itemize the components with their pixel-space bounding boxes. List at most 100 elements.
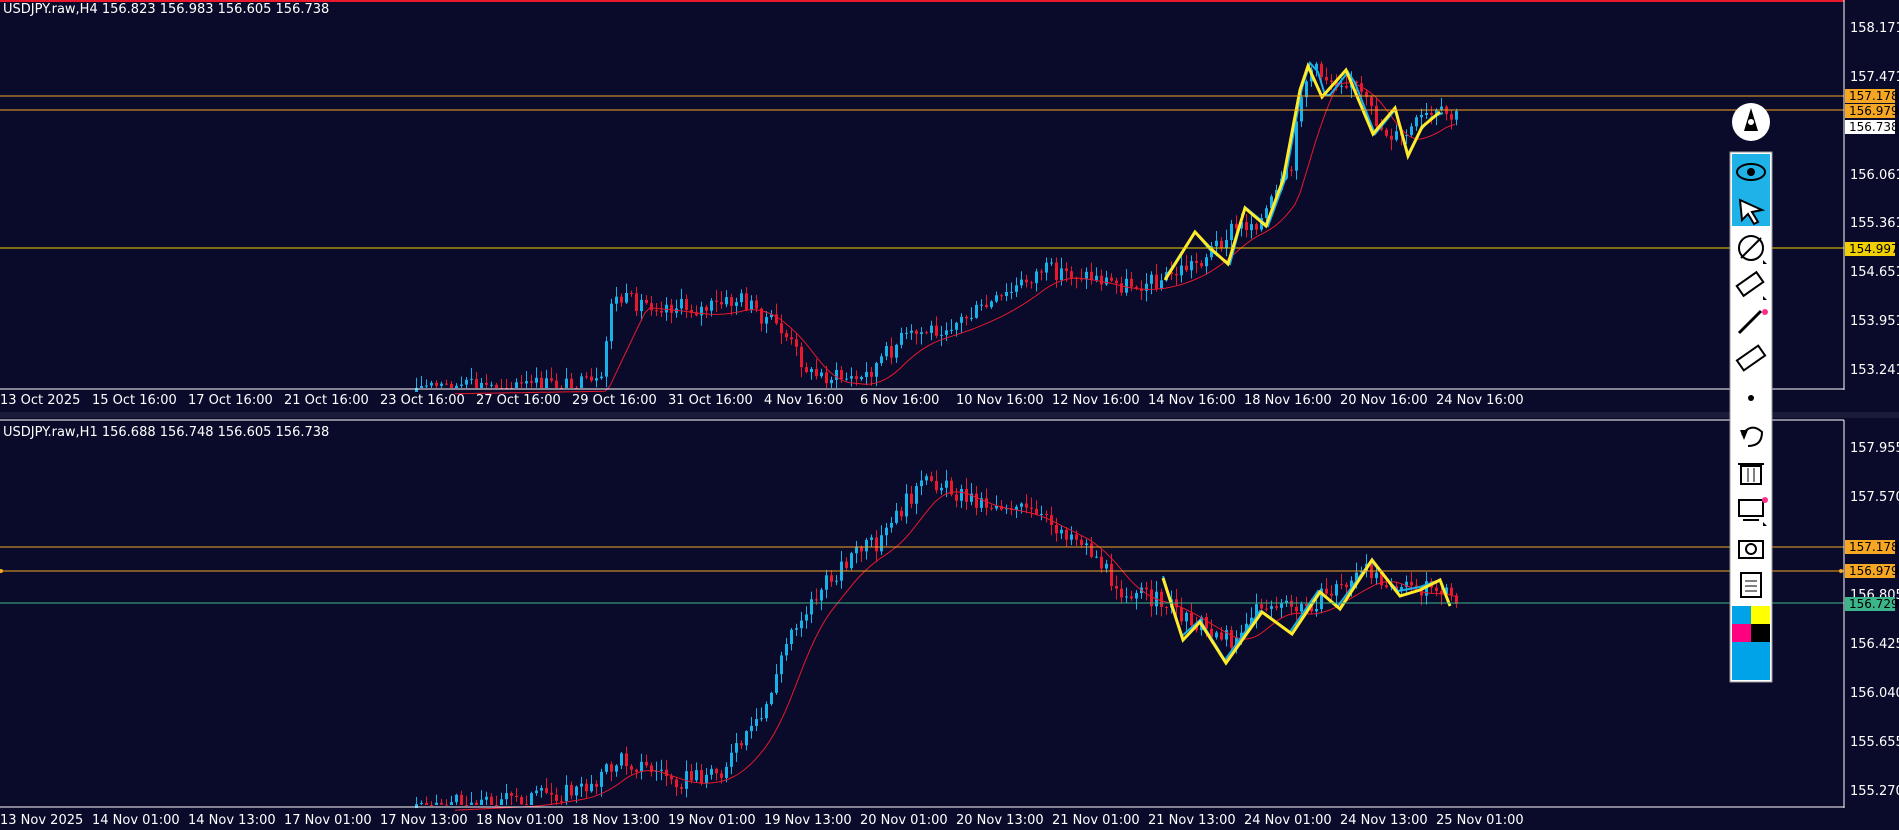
candle-body [885,346,888,357]
palette-swatch[interactable] [1751,624,1770,642]
eye-icon[interactable] [1736,163,1766,181]
bottom-level-label: 156.729 [1849,597,1899,611]
candle-body [610,303,613,342]
palette-swatch[interactable] [1751,606,1770,624]
candle-body [1455,595,1458,605]
candle-body [1240,632,1243,638]
candle-body [1130,278,1133,287]
candle-body [1235,223,1238,229]
candle-body [830,575,833,582]
cursor-arrow-icon[interactable] [1738,198,1766,226]
candle-body [850,376,853,379]
candle-body [680,787,683,789]
candle-body [885,527,888,536]
line-tool-icon[interactable] [1737,309,1768,335]
bottom-time-tick: 21 Nov 13:00 [1148,813,1236,828]
bottom-time-tick: 13 Nov 2025 [0,813,83,828]
candle-body [1225,240,1228,249]
candle-body [535,790,538,794]
candle-body [905,493,908,517]
delete-eraser-icon[interactable] [1735,344,1767,372]
candle-body [1095,275,1098,281]
trash-icon[interactable] [1738,463,1764,485]
candle-body [505,793,508,800]
bottom-level-label: 156.979 [1849,564,1899,578]
candle-body [1415,585,1418,588]
clipboard-icon[interactable] [1740,572,1762,598]
camera-icon[interactable] [1738,540,1764,559]
candle-body [1025,503,1028,508]
candle-body [450,383,453,388]
candle-body [510,793,513,796]
eraser-icon[interactable] [1735,270,1767,300]
bottom-time-tick: 18 Nov 13:00 [572,813,660,828]
candle-body [810,368,813,373]
candle-body [565,378,568,388]
candle-body [590,376,593,381]
palette-swatch[interactable] [1732,624,1751,642]
screen-icon[interactable] [1738,497,1768,526]
top-zigzag-yellow[interactable] [1163,61,1441,281]
candle-body [925,476,928,481]
no-draw-icon[interactable] [1738,235,1767,264]
candle-body [1270,606,1273,609]
candle-body [965,488,968,502]
candle-body [1405,581,1408,588]
candle-body [1030,507,1033,509]
candle-body [935,480,938,491]
candle-body [1030,282,1033,284]
palette-swatch[interactable] [1732,606,1751,624]
candle-body [1090,543,1093,557]
candle-body [415,804,418,809]
undo-icon[interactable] [1740,426,1764,447]
candle-body [955,322,958,330]
bottom-zigzag-yellow[interactable] [1161,557,1452,666]
candle-body [525,381,528,384]
candle-body [1435,587,1438,592]
candle-body [645,299,648,304]
candle-body [685,298,688,310]
top-time-tick: 17 Oct 16:00 [188,393,273,408]
candle-body [640,299,643,312]
candle-body [1380,126,1383,130]
candle-body [785,333,788,338]
dot-icon[interactable] [1748,395,1754,401]
bottom-level-label-bg [1845,540,1895,554]
candle-body [1060,529,1063,534]
candle-body [475,378,478,388]
bottom-time-tick: 17 Nov 13:00 [380,813,468,828]
candle-body [495,805,498,806]
candle-body [815,599,818,601]
candle-body [780,323,783,334]
candle-body [1045,262,1048,273]
candle-body [1370,96,1373,106]
palette-selected[interactable] [1732,642,1770,680]
candle-body [775,314,778,324]
top-time-tick: 12 Nov 16:00 [1052,393,1140,408]
candle-body [845,561,848,568]
candle-body [1440,591,1443,595]
candle-body [775,674,778,693]
top-current-price-bg [1845,120,1895,134]
candle-body [665,769,668,777]
candle-body [1145,283,1148,291]
candle-body [1400,587,1403,590]
candle-body [1300,603,1303,612]
candle-body [815,368,818,377]
candle-body [1325,76,1328,81]
bottom-level-label: 157.178 [1849,540,1899,554]
candle-body [1425,112,1428,115]
candle-body [1035,508,1038,515]
palette-icon[interactable] [1732,606,1770,680]
candle-body [860,546,863,552]
candle-body [705,774,708,784]
candle-body [905,332,908,334]
candle-body [910,493,913,504]
panel-separator[interactable] [0,412,1899,418]
candle-body [1095,556,1098,558]
candle-body [430,805,433,806]
top-time-tick: 10 Nov 16:00 [956,393,1044,408]
bottom-price-tick: 156.425 [1850,637,1899,652]
